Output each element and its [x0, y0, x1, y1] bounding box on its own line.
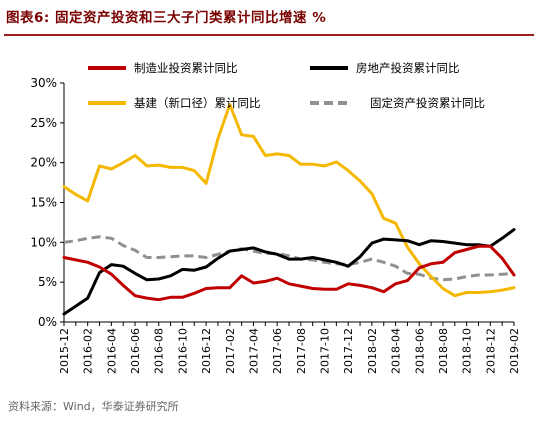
- series-line-3: [62, 103, 516, 298]
- x-tick-label: 2018-10: [461, 328, 474, 374]
- x-tick-label: 2015-12: [58, 328, 71, 374]
- y-tick-label: 0%: [38, 315, 57, 329]
- x-tick-label: 2017-08: [295, 328, 308, 374]
- legend-label-4: 固定资产投资累计同比: [370, 96, 485, 110]
- line-chart: 0% 5% 10% 15% 20% 25% 30% 2015-12 2016-02 2016-04…: [30, 61, 521, 374]
- x-tick-label: 2016-02: [82, 328, 95, 374]
- x-tick-label: 2016-06: [129, 328, 142, 374]
- series-line-4: [63, 235, 515, 282]
- x-tick-label: 2017-04: [247, 328, 260, 374]
- y-tick-label: 25%: [30, 116, 57, 130]
- x-tick-label: 2017-06: [271, 328, 284, 374]
- legend-label-1: 制造业投资累计同比: [134, 61, 238, 75]
- source-note: 资料来源：Wind，华泰证券研究所: [8, 400, 179, 413]
- y-tick-label: 20%: [30, 156, 57, 170]
- x-tick-label: 2018-12: [484, 328, 497, 374]
- series-line-1: [62, 244, 516, 302]
- title-divider: [4, 34, 534, 36]
- x-tick-label: 2016-04: [105, 328, 118, 374]
- legend-label-2: 房地产投资累计同比: [356, 61, 460, 75]
- x-tick-label: 2018-04: [390, 328, 403, 374]
- x-tick-label: 2016-12: [200, 328, 213, 374]
- x-tick-label: 2017-02: [224, 328, 237, 374]
- x-tick-label: 2018-08: [437, 328, 450, 374]
- y-tick-label: 15%: [30, 196, 57, 210]
- x-tick-label: 2016-08: [153, 328, 166, 374]
- y-tick-label: 5%: [38, 275, 57, 289]
- x-tick-label: 2018-06: [413, 328, 426, 374]
- x-tick-label: 2019-02: [508, 328, 521, 374]
- x-tick-label: 2017-10: [319, 328, 332, 374]
- x-tick-label: 2018-02: [366, 328, 379, 374]
- x-tick-label: 2016-10: [176, 328, 189, 374]
- x-tick-label: 2017-12: [342, 328, 355, 374]
- y-tick-label: 30%: [30, 76, 57, 90]
- chart-lines: [62, 103, 516, 316]
- chart-axes: 0% 5% 10% 15% 20% 25% 30% 2015-12 2016-02 2016-04…: [30, 76, 521, 374]
- y-tick-label: 10%: [30, 235, 57, 249]
- chart-title: 图表6: 固定资产投资和三大子门类累计同比增速 %: [6, 10, 327, 26]
- series-line-2: [62, 228, 516, 316]
- legend-label-3: 基建（新口径）累计同比: [134, 96, 261, 110]
